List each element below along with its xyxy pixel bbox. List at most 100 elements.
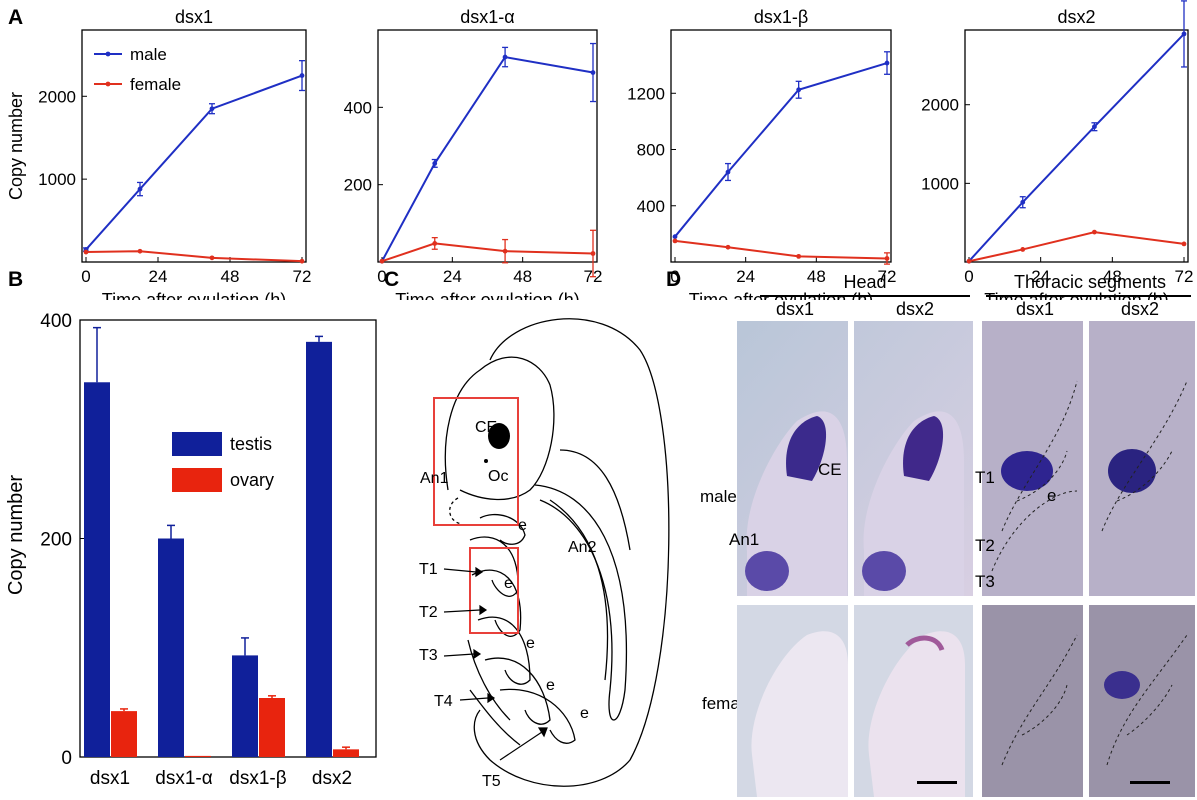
thorax-highlight-box (469, 547, 519, 634)
x-axis-label: Time after ovulation (h) (102, 290, 286, 300)
micrograph-female-head (737, 605, 973, 797)
data-point-male (884, 60, 890, 66)
data-point-female (502, 248, 508, 254)
legend-marker-male (105, 51, 111, 57)
series-line-female (381, 242, 594, 263)
series-line-male (85, 74, 303, 251)
bar-chart-panel: Copy number 0 200 400 dsx1 dsx1-α dsx1-β dsx2 te… (5, 311, 377, 789)
panel-letter-d: D (666, 268, 682, 291)
chart-title: dsx1-β (754, 7, 808, 27)
plot-frame (377, 29, 598, 263)
x-tick-label: 72 (878, 267, 897, 286)
panel-letter-c: C (384, 268, 400, 291)
col-header-dsx1: dsx1 (775, 299, 815, 319)
series-line-male (968, 33, 1185, 262)
bar-testis (232, 655, 258, 757)
micrograph-label-ce: CE (818, 460, 842, 479)
col-header-dsx2: dsx2 (895, 299, 935, 319)
y-axis-label: Copy number (6, 92, 26, 200)
x-tick-label: 48 (513, 267, 532, 286)
col-header-dsx2-thoracic: dsx2 (1120, 299, 1160, 319)
x-tick-label: 24 (736, 267, 755, 286)
row-label-male: male (700, 487, 737, 506)
y-tick-label: 400 (344, 98, 372, 117)
data-point-male (590, 70, 596, 75)
data-point-female (672, 238, 678, 244)
data-point-female (1181, 241, 1187, 247)
data-point-female (137, 248, 143, 254)
thoracic-header: Thoracic segments (1013, 272, 1167, 292)
category-label: dsx1 (90, 768, 130, 789)
an2-label: An2 (568, 539, 597, 556)
head-highlight-box (433, 397, 519, 526)
x-tick-label: 24 (443, 267, 462, 286)
oc-label: Oc (488, 468, 508, 485)
antenna1-outline (449, 497, 463, 525)
x-tick-label: 24 (1031, 267, 1050, 286)
t1-label: T1 (419, 561, 438, 578)
data-point-female (83, 249, 89, 255)
data-point-male (1020, 199, 1026, 205)
data-point-female (432, 241, 438, 246)
y-tick-label: 200 (40, 530, 72, 551)
e-label: e (546, 677, 555, 694)
t4-label: T4 (434, 693, 453, 710)
data-point-male (1092, 124, 1097, 130)
micrograph-label-an1: An1 (729, 530, 760, 549)
micrograph-male-head (737, 321, 973, 596)
e-label: e (580, 705, 589, 722)
legend-label-male: male (130, 45, 167, 64)
series-line-male (674, 62, 888, 238)
series-line-male (381, 55, 594, 262)
bar-testis (158, 538, 184, 757)
y-tick-label: 0 (61, 748, 72, 769)
head-header: Head (843, 272, 887, 292)
bar-ovary (111, 711, 137, 757)
micrograph-label-t2: T2 (975, 536, 995, 555)
data-point-male (432, 161, 438, 166)
body-outline (473, 318, 670, 787)
data-point-female (966, 258, 972, 264)
series-line-female (968, 231, 1185, 263)
data-point-male (672, 234, 678, 240)
legend-label-testis: testis (230, 434, 272, 454)
x-tick-label: 0 (81, 267, 90, 286)
legend-swatch-ovary (172, 468, 222, 492)
data-point-female (796, 253, 802, 259)
chart-title: dsx2 (1057, 7, 1095, 27)
y-tick-label: 1000 (38, 170, 76, 189)
bar-testis (306, 341, 332, 757)
line-chart-1: dsx1 Time after ovulation (h) Copy number 0… (6, 7, 311, 300)
legend-marker-female (105, 81, 111, 87)
data-point-male (796, 87, 802, 93)
y-tick-label: 400 (40, 311, 72, 332)
x-tick-label: 0 (377, 267, 386, 286)
x-tick-label: 72 (293, 267, 312, 286)
thoracic-header-rule (986, 295, 1191, 297)
y-axis-label: Copy number (5, 475, 27, 595)
data-point-female (1092, 229, 1097, 235)
data-point-male (1181, 31, 1187, 37)
legend-label-female: female (130, 75, 181, 94)
data-point-male (209, 106, 215, 112)
e-label: e (518, 517, 527, 534)
bar-ovary (185, 755, 211, 757)
category-label: dsx1-α (155, 768, 212, 789)
x-tick-label: 24 (149, 267, 168, 286)
panel-letter-b: B (8, 268, 24, 291)
compound-eye-shape (488, 423, 510, 449)
chart-title: dsx1-α (460, 7, 514, 27)
data-point-female (1020, 247, 1026, 252)
data-point-female (379, 258, 385, 264)
x-tick-label: 48 (221, 267, 240, 286)
y-tick-label: 2000 (921, 96, 959, 115)
bar-testis (84, 382, 110, 757)
micrograph-label-t1: T1 (975, 468, 995, 487)
data-point-male (299, 73, 305, 78)
data-point-female (299, 258, 305, 264)
x-tick-label: 48 (807, 267, 826, 286)
panel-letter-a: A (8, 6, 24, 29)
data-point-female (209, 255, 215, 261)
